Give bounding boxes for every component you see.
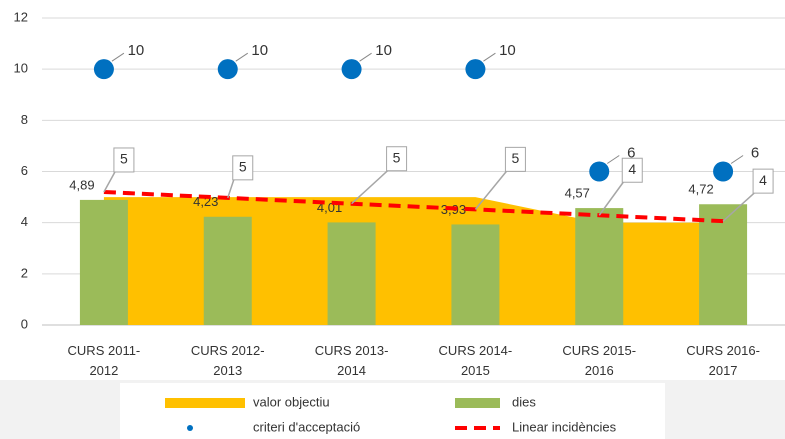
bar-value-label: 4,72 <box>688 182 713 197</box>
leader-line <box>235 52 249 62</box>
leader-line <box>111 52 125 62</box>
callout-label: 5 <box>393 149 401 165</box>
leader-line <box>730 155 744 164</box>
legend-label: valor objectiu <box>253 394 330 409</box>
bar <box>575 208 624 325</box>
legend-label: criteri d'acceptació <box>253 419 360 434</box>
y-tick-label: 0 <box>21 316 28 331</box>
y-tick-label: 2 <box>21 265 28 280</box>
point-value-label: 10 <box>375 42 392 59</box>
callout-box <box>752 168 774 194</box>
trend-line <box>103 189 724 224</box>
x-tick-label: CURS 2015-2016 <box>562 343 637 378</box>
callout-label: 5 <box>120 151 128 167</box>
callout-box <box>113 147 135 173</box>
scatter-point <box>341 59 362 80</box>
callout-leader <box>103 171 116 193</box>
y-tick-label: 4 <box>21 214 28 229</box>
legend-swatch <box>165 398 245 408</box>
leader-line <box>359 52 372 62</box>
y-tick-label: 12 <box>14 9 28 24</box>
callout-box <box>504 146 526 172</box>
bar <box>451 224 500 325</box>
legend-label: Linear incidències <box>512 419 617 434</box>
callout-label: 4 <box>759 172 767 188</box>
callout-label: 5 <box>239 159 247 175</box>
bar <box>327 222 376 325</box>
callout-label: 4 <box>628 161 636 177</box>
point-value-label: 10 <box>128 42 145 59</box>
callout-leader <box>474 170 507 210</box>
legend-box <box>120 383 665 439</box>
y-tick-label: 8 <box>21 112 28 127</box>
scatter-point <box>589 161 610 182</box>
callout-leader <box>351 170 389 205</box>
legend-swatch <box>187 425 193 431</box>
point-value-label: 10 <box>251 42 268 59</box>
scatter-point <box>713 161 734 182</box>
leader-line <box>483 52 496 62</box>
bar <box>79 199 128 325</box>
area <box>103 197 724 325</box>
x-tick-label: CURS 2013-2014 <box>314 343 389 378</box>
bar <box>203 216 252 325</box>
callout-leader <box>227 179 235 199</box>
y-tick-label: 10 <box>14 61 28 76</box>
scatter-point <box>465 59 486 80</box>
scatter-point <box>217 59 238 80</box>
legend-label: dies <box>512 394 536 409</box>
callout-leader <box>598 181 624 216</box>
point-value-label: 6 <box>751 144 759 161</box>
callout-box <box>386 146 408 172</box>
callout-box <box>232 155 254 181</box>
point-value-label: 10 <box>499 42 516 59</box>
x-tick-label: CURS 2014-2015 <box>438 343 513 378</box>
point-value-label: 6 <box>627 144 635 161</box>
callout-leader <box>722 192 755 222</box>
x-tick-label: CURS 2016-2017 <box>686 343 760 378</box>
scatter-point <box>93 59 114 80</box>
legend-swatch <box>455 398 500 408</box>
bar-value-label: 4,89 <box>69 177 94 192</box>
callout-label: 5 <box>512 150 520 166</box>
leader-line <box>606 155 620 164</box>
callout-box <box>621 157 643 183</box>
bar-value-label: 4,57 <box>565 186 590 201</box>
x-tick-label: CURS 2011-2012 <box>67 343 141 378</box>
x-tick-label: CURS 2012-2013 <box>190 343 265 378</box>
bar <box>699 204 748 325</box>
y-tick-label: 6 <box>21 163 28 178</box>
